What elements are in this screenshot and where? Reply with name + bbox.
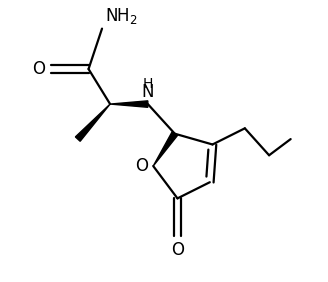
Text: O: O [135, 157, 148, 175]
Text: NH$_2$: NH$_2$ [105, 6, 137, 26]
Polygon shape [110, 101, 148, 107]
Text: N: N [142, 83, 154, 101]
Text: H: H [143, 77, 153, 91]
Polygon shape [75, 104, 110, 141]
Text: O: O [171, 241, 184, 259]
Polygon shape [153, 132, 177, 166]
Text: O: O [32, 60, 46, 78]
